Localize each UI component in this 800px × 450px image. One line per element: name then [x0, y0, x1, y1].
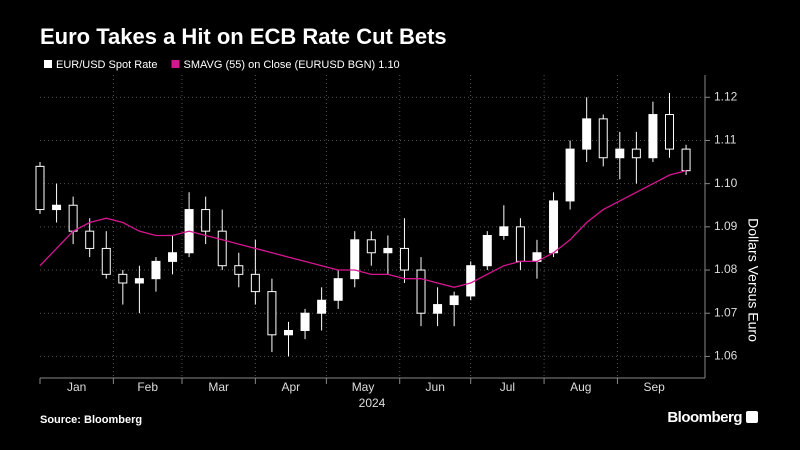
legend-label: SMAVG (55) on Close (EURUSD BGN) 1.10 — [183, 59, 399, 71]
legend-swatch — [171, 60, 180, 68]
y-tick-label: 1.07 — [714, 305, 738, 319]
candle-body — [565, 148, 575, 202]
candle-body — [350, 239, 360, 280]
candle-body — [549, 200, 559, 254]
candle-body — [85, 230, 95, 249]
candle-body — [665, 114, 675, 150]
candle-body — [449, 295, 459, 306]
candle-body — [52, 204, 62, 211]
source: Source: Bloomberg — [40, 414, 142, 426]
candle-body — [582, 118, 592, 150]
x-tick-label: Jun — [426, 380, 445, 394]
brand-icon — [746, 411, 758, 423]
x-axis-label: 2024 — [359, 396, 386, 410]
candle-body — [317, 299, 327, 314]
candle-body — [300, 312, 310, 331]
y-tick-label: 1.06 — [714, 349, 738, 363]
candle-body — [631, 148, 641, 159]
candle-body — [168, 252, 178, 262]
candle-body — [399, 247, 409, 271]
candle-body — [151, 260, 161, 280]
y-axis-label: Dollars Versus Euro — [745, 218, 761, 342]
candle-body — [648, 114, 658, 159]
candle-body — [35, 165, 45, 211]
candle-body — [234, 265, 244, 275]
candle-body — [615, 148, 625, 159]
x-tick-label: Sep — [643, 380, 665, 394]
candle-body — [499, 226, 509, 236]
candle-body — [416, 269, 426, 314]
x-tick-label: Jul — [500, 380, 515, 394]
candle-body — [267, 291, 277, 336]
candle-body — [101, 247, 111, 275]
candle-body — [201, 209, 211, 232]
legend-label: EUR/USD Spot Rate — [56, 59, 157, 71]
x-tick-label: Feb — [137, 380, 158, 394]
candle-body — [283, 329, 293, 336]
candle-body — [681, 148, 691, 172]
candle-body — [383, 247, 393, 254]
y-tick-label: 1.08 — [714, 262, 738, 276]
y-tick-label: 1.10 — [714, 176, 738, 190]
x-tick-label: Mar — [208, 380, 229, 394]
chart-title: Euro Takes a Hit on ECB Rate Cut Bets — [40, 24, 447, 49]
candle-body — [250, 273, 260, 293]
legend-swatch — [44, 60, 52, 68]
candle-body — [68, 204, 78, 232]
candle-body — [598, 118, 608, 159]
x-tick-label: Jan — [67, 380, 86, 394]
candle-body — [366, 239, 376, 254]
candle-body — [515, 226, 525, 262]
candle-body — [333, 278, 343, 301]
candle-body — [118, 273, 128, 284]
candle-body — [217, 230, 227, 267]
x-tick-label: May — [352, 380, 375, 394]
x-tick-label: Apr — [282, 380, 301, 394]
candle-body — [134, 278, 144, 284]
sma-line — [39, 170, 687, 288]
y-tick-label: 1.11 — [714, 133, 737, 147]
y-tick-label: 1.09 — [714, 219, 738, 233]
y-tick-label: 1.12 — [714, 89, 738, 103]
candle-body — [433, 304, 443, 314]
brand: Bloomberg — [667, 409, 742, 426]
x-tick-label: Aug — [570, 380, 591, 394]
candle-body — [482, 234, 492, 267]
